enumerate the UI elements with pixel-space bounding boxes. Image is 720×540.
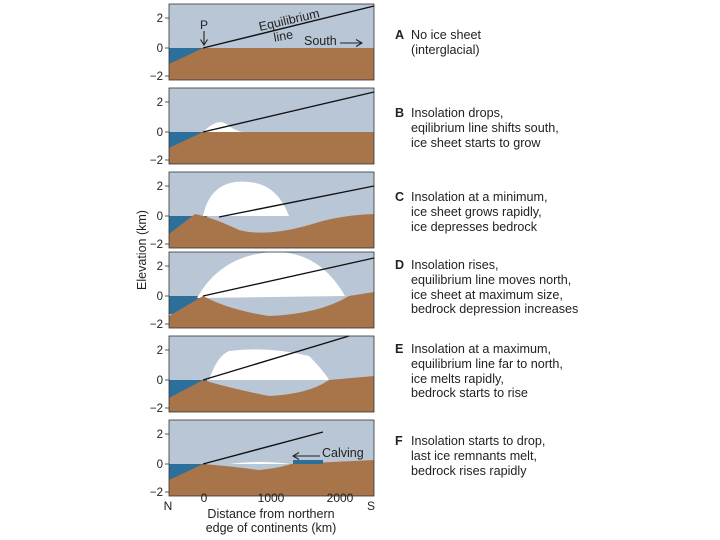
panel-b: 2 0 −2 [150,87,375,167]
calving-arrow [291,452,320,460]
caption-text: Insolation at a maximum, [411,342,551,356]
caption-b: B Insolation drops, eqilibrium line shifts… [395,106,559,150]
point-p-arrow [200,31,208,47]
y-tick-label: 0 [157,211,163,223]
caption-line: B Insolation drops, [395,106,559,121]
caption-text: Insolation drops, [411,106,504,120]
panel-letter: E [395,342,404,356]
caption-line: E Insolation at a maximum, [395,342,563,357]
y-tick-label: 0 [157,375,163,387]
equilibrium-line [218,185,375,218]
y-tick-label: 0 [157,127,163,139]
x-axis-label-line1: Distance from northern [207,507,334,521]
y-tick-label: 2 [157,97,163,109]
x-tick-label-2000: 2000 [327,491,354,505]
panel-frame [168,3,375,81]
caption-line: D Insolation rises, [395,258,578,273]
caption-line: last ice remnants melt, [411,448,537,463]
y-tick-label: 2 [157,181,163,193]
bedrock [169,48,374,80]
panel-d: 2 0 −2 [150,251,375,331]
caption-line: F Insolation starts to drop, [395,434,545,449]
caption-d: D Insolation rises, equilibrium line moves… [395,258,578,317]
y-tick-label: 0 [157,43,163,55]
panel-letter: C [395,190,405,204]
calving-label: Calving [322,446,364,460]
caption-text: Insolation rises, [411,258,499,272]
equilibrium-line [202,91,375,133]
panel-frame [168,251,375,329]
y-axis-label: Elevation (km) [135,210,149,290]
y-tick-label: −2 [150,71,163,83]
x-tick-label-1000: 1000 [258,491,285,505]
equilibrium-line [202,431,324,465]
y-tick-label: 0 [157,291,163,303]
panel-f: 2 0 −2 [150,419,375,499]
ice-sheet [209,349,329,380]
y-tick-label: −2 [150,403,163,415]
caption-line: C Insolation at a minimum, [395,190,548,205]
caption-line: bedrock starts to rise [411,386,528,401]
equilibrium-line [202,257,375,297]
caption-text: No ice sheet [411,28,482,42]
panel-letter: F [395,434,403,448]
caption-line: ice sheet at maximum size, [411,287,563,302]
caption-line: equilibrium line far to north, [411,356,563,371]
x-axis-end-south: S [367,499,375,513]
panel-a: 2 0 −2 [150,3,375,83]
bedrock [169,460,374,496]
equilibrium-line-label-2: line [273,27,295,44]
caption-text: Insolation at a minimum, [411,190,548,204]
y-tick-label: −2 [150,319,163,331]
bedrock [169,132,374,164]
y-tick-label: 2 [157,429,163,441]
caption-e: E Insolation at a maximum, equilibrium lin… [395,342,563,401]
bedrock [169,214,374,248]
caption-line: A No ice sheet [395,28,481,43]
bedrock [169,376,374,412]
south-label: South [304,34,337,48]
y-tick-label: 0 [157,459,163,471]
caption-line: eqilibrium line shifts south, [411,120,559,135]
equilibrium-line [202,335,350,381]
panel-letter: A [395,28,405,42]
caption-text: Insolation starts to drop, [411,434,546,448]
y-tick-label: 2 [157,261,163,273]
caption-line: ice sheet starts to grow [411,135,541,150]
panel-frame [168,335,375,413]
caption-line: ice melts rapidly, [411,371,504,386]
caption-a: A No ice sheet (interglacial) [395,28,481,58]
bedrock [169,292,374,328]
x-axis-label-line2: edge of continents (km) [206,521,337,535]
caption-line: ice depresses bedrock [411,219,538,234]
panel-frame [168,171,375,249]
ocean [293,460,323,464]
y-tick-label: −2 [150,239,163,251]
y-tick-label: 2 [157,345,163,357]
panel-c: 2 0 −2 [150,171,375,251]
caption-line: equilibrium line moves north, [411,272,572,287]
caption-line: bedrock rises rapidly [411,463,527,478]
ice-sheet [229,462,291,464]
y-tick-label: 2 [157,13,163,25]
y-tick-label: −2 [150,155,163,167]
caption-line: ice sheet grows rapidly, [411,204,542,219]
caption-f: F Insolation starts to drop, last ice remn… [395,434,545,478]
panel-frame [168,419,375,497]
ice-sheet [197,252,345,298]
caption-line: (interglacial) [411,42,480,57]
panel-letter: D [395,258,405,272]
caption-line: bedrock depression increases [411,302,579,317]
caption-c: C Insolation at a minimum, ice sheet grows… [395,190,548,234]
point-p-label: P [200,18,208,32]
x-tick-label-0: 0 [201,491,208,505]
panel-e: 2 0 −2 [150,335,375,415]
equilibrium-line [202,5,375,49]
panel-frame [168,87,375,165]
x-axis-end-north: N [164,499,173,513]
panel-letter: B [395,106,405,120]
south-arrow [340,39,364,47]
y-tick-label: −2 [150,487,163,499]
